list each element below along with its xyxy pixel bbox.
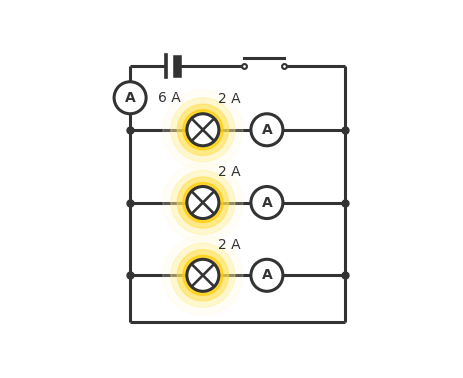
Text: 6 A: 6 A	[157, 91, 180, 105]
Circle shape	[177, 177, 228, 228]
Circle shape	[163, 90, 242, 170]
Circle shape	[177, 104, 228, 155]
Text: A: A	[261, 268, 272, 282]
Circle shape	[187, 114, 219, 146]
Circle shape	[250, 259, 282, 291]
Text: 2 A: 2 A	[217, 238, 240, 252]
Circle shape	[182, 255, 222, 295]
Circle shape	[182, 110, 222, 150]
Text: A: A	[261, 123, 272, 137]
Circle shape	[163, 235, 242, 315]
Circle shape	[163, 163, 242, 243]
Circle shape	[177, 250, 228, 301]
Circle shape	[182, 183, 222, 223]
Text: A: A	[125, 91, 135, 105]
Circle shape	[170, 98, 234, 162]
Circle shape	[114, 82, 146, 114]
Circle shape	[250, 186, 282, 218]
Circle shape	[187, 259, 219, 291]
Circle shape	[187, 186, 219, 218]
Text: 2 A: 2 A	[217, 165, 240, 179]
Circle shape	[170, 243, 234, 307]
Text: 2 A: 2 A	[217, 93, 240, 107]
Circle shape	[170, 170, 234, 234]
Circle shape	[250, 114, 282, 146]
Text: A: A	[261, 195, 272, 209]
